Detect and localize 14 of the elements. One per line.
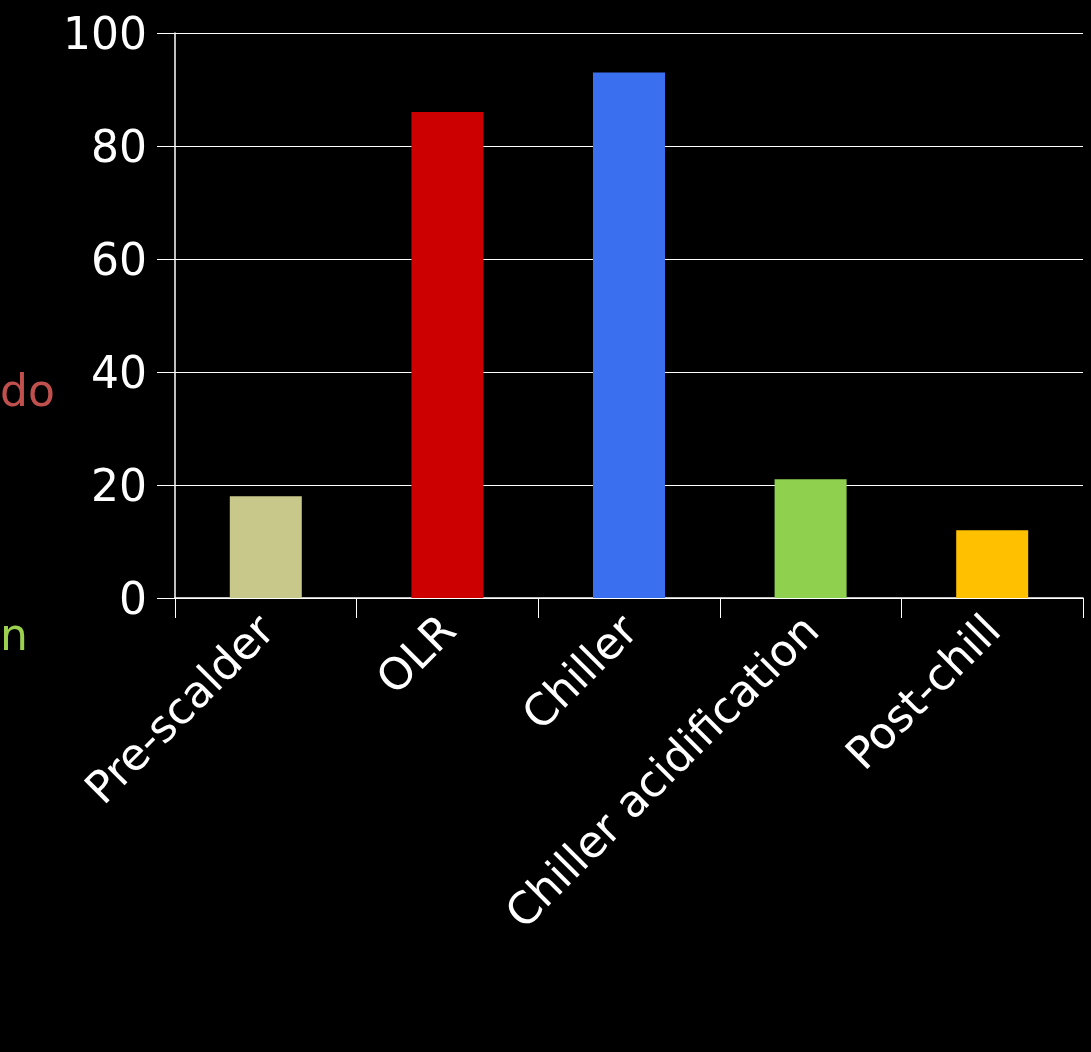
bar <box>411 112 484 598</box>
bar <box>593 72 665 598</box>
y-tick-label: 60 <box>91 233 147 285</box>
x-tick-label: OLR <box>365 603 466 704</box>
text: n <box>0 608 28 660</box>
y-tick-label: 40 <box>91 346 147 398</box>
y-tick-label: 20 <box>91 459 147 511</box>
bar <box>774 479 847 598</box>
bar <box>229 496 302 598</box>
y-tick-label: 0 <box>119 572 147 624</box>
y-tick-label: 100 <box>63 7 147 59</box>
y-tick-label: 80 <box>91 120 147 172</box>
text: do <box>0 364 55 416</box>
bar <box>956 530 1029 598</box>
